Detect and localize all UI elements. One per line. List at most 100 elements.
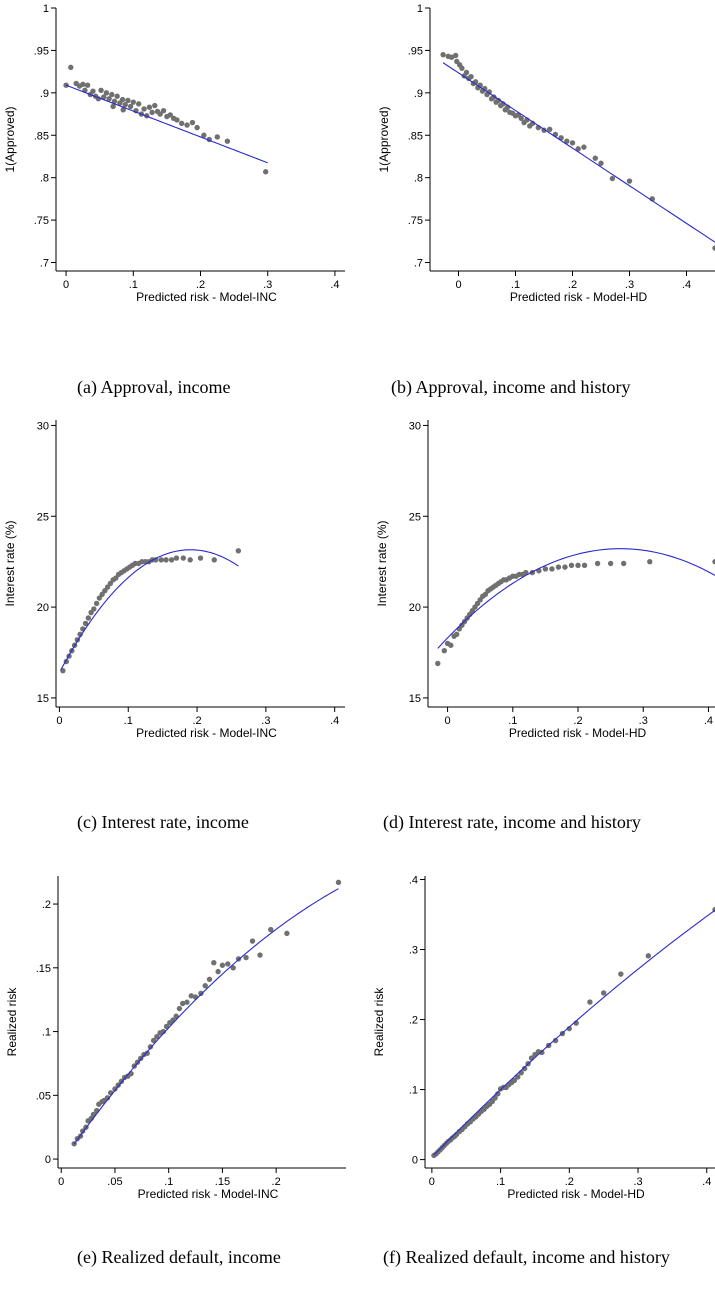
y-tick-label: 25 [409, 511, 421, 523]
fitted-curve [65, 84, 268, 164]
data-point [607, 560, 614, 567]
data-point [110, 103, 116, 110]
y-tick-label: .85 [408, 130, 423, 142]
data-point [566, 1025, 573, 1032]
y-tick-label: .9 [40, 88, 49, 100]
x-tick-label: 0 [56, 715, 62, 727]
data-point [592, 155, 598, 161]
data-point [115, 1082, 121, 1088]
y-tick-label: 15 [37, 693, 49, 705]
data-point [224, 138, 231, 144]
data-point [575, 146, 581, 152]
data-point [176, 1005, 183, 1012]
x-tick-label: .3 [263, 279, 272, 291]
data-point [173, 555, 180, 561]
data-point [618, 971, 624, 977]
y-tick-label: 0 [45, 1154, 51, 1166]
data-point [152, 102, 158, 109]
data-point [80, 81, 86, 88]
data-point [85, 615, 92, 621]
data-point [511, 1077, 518, 1084]
data-point [257, 952, 263, 958]
data-point [101, 94, 107, 100]
data-point [174, 117, 180, 123]
data-point [712, 558, 715, 565]
y-tick-label: .7 [40, 258, 49, 270]
x-axis-label: Predicted risk - Model-INC [138, 1187, 279, 1201]
data-point [106, 96, 112, 102]
y-tick-label: 1 [43, 3, 49, 15]
y-tick-label: 0 [412, 1155, 418, 1167]
y-tick-label: .85 [34, 130, 49, 142]
data-point [452, 52, 459, 59]
data-point [211, 960, 217, 966]
data-point [82, 620, 89, 627]
data-point [468, 74, 474, 80]
data-point [147, 1044, 154, 1050]
y-tick-label: .05 [36, 1090, 51, 1102]
data-point [214, 134, 221, 140]
y-tick-label: .75 [34, 215, 49, 227]
y-axis-label: Realized risk [372, 987, 386, 1057]
data-point [463, 69, 470, 76]
data-point [594, 560, 601, 567]
data-point [109, 91, 115, 98]
data-point [84, 82, 91, 88]
x-tick-label: .4 [704, 715, 713, 727]
data-point [219, 962, 226, 968]
chart-panel-c: 15 20 25 30 0 .1 .2 .3 .4 Predicted risk - Model-… [3, 420, 345, 833]
data-point [194, 124, 200, 131]
panel-caption: (a) Approval, income [77, 377, 230, 398]
data-point [486, 89, 492, 95]
data-point [198, 990, 204, 997]
y-axis-label: Realized risk [5, 987, 19, 1057]
data-point [112, 1086, 118, 1092]
x-tick-label: 0 [445, 715, 451, 727]
data-point [581, 144, 587, 150]
x-tick-label: .1 [129, 279, 138, 291]
x-tick-label: .2 [196, 279, 205, 291]
y-tick-label: 20 [409, 602, 421, 614]
data-point [104, 1095, 111, 1101]
panel-caption: (d) Interest rate, income and history [383, 812, 641, 833]
data-point [598, 160, 604, 166]
chart-panel-d: 15 20 25 30 0 .1 .2 .3 .4 Predicted risk - Model-… [375, 420, 715, 833]
data-point [645, 953, 652, 959]
x-tick-label: .4 [330, 279, 339, 291]
data-point [179, 1000, 186, 1007]
x-axis-label: Predicted risk - Model-HD [507, 1187, 645, 1201]
data-point [609, 175, 616, 182]
chart-panel-f: 0 .1 .2 .3 .4 0 .1 .2 .3 .4 Predicted risk - Model… [372, 875, 715, 1268]
x-tick-label: .2 [272, 1176, 281, 1188]
data-point [549, 566, 555, 572]
data-point [454, 631, 460, 638]
data-point [712, 245, 715, 251]
x-tick-label: .2 [573, 715, 582, 727]
y-tick-label: .1 [409, 1085, 418, 1097]
x-tick-label: .3 [633, 1176, 642, 1188]
data-point [440, 51, 446, 58]
data-point [163, 557, 169, 563]
data-point [539, 1049, 545, 1056]
data-point [119, 96, 126, 103]
data-point [521, 1065, 528, 1072]
data-point [568, 562, 575, 569]
data-point [249, 938, 256, 944]
panel-caption: (c) Interest rate, income [77, 812, 249, 833]
y-tick-label: .15 [36, 963, 51, 975]
data-point [448, 642, 454, 648]
data-point [189, 119, 196, 126]
y-tick-label: .2 [42, 899, 51, 911]
y-tick-label: 15 [409, 693, 421, 705]
y-tick-label: .95 [408, 45, 423, 57]
x-tick-label: .2 [568, 279, 577, 291]
x-tick-label: .05 [107, 1176, 122, 1188]
data-point [93, 600, 100, 607]
data-point [144, 1050, 150, 1056]
data-point [495, 1091, 501, 1097]
data-point [201, 132, 207, 138]
data-point [160, 107, 167, 114]
data-point [581, 562, 588, 569]
panel-caption: (f) Realized default, income and history [383, 1247, 670, 1268]
